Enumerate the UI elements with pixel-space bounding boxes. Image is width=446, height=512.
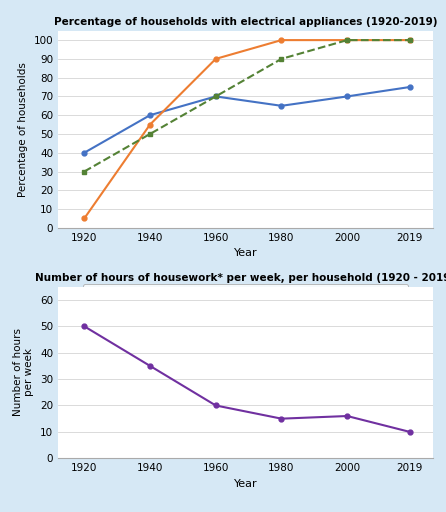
Legend: Washing machine, Refrigerator, Vacuum cleaner: Washing machine, Refrigerator, Vacuum cl… — [83, 284, 408, 304]
Vacuum cleaner — [407, 37, 412, 43]
Hours per week — [407, 429, 412, 435]
Vacuum cleaner — [82, 168, 87, 175]
Washing machine — [279, 103, 284, 109]
Line: Vacuum cleaner: Vacuum cleaner — [82, 38, 412, 174]
Line: Hours per week: Hours per week — [82, 324, 412, 434]
Hours per week — [279, 416, 284, 422]
Title: Percentage of households with electrical appliances (1920-2019): Percentage of households with electrical… — [54, 17, 437, 27]
Hours per week — [213, 402, 219, 409]
Washing machine — [213, 93, 219, 99]
Vacuum cleaner — [213, 93, 219, 99]
Washing machine — [82, 150, 87, 156]
Refrigerator — [279, 37, 284, 43]
Vacuum cleaner — [279, 56, 284, 62]
Line: Washing machine: Washing machine — [82, 84, 412, 155]
Refrigerator — [213, 56, 219, 62]
Washing machine — [344, 93, 350, 99]
Line: Refrigerator: Refrigerator — [82, 38, 412, 221]
Hours per week — [147, 363, 153, 369]
Vacuum cleaner — [147, 131, 153, 137]
Vacuum cleaner — [344, 37, 350, 43]
Washing machine — [147, 112, 153, 118]
Hours per week — [344, 413, 350, 419]
X-axis label: Year: Year — [234, 248, 257, 258]
Y-axis label: Number of hours
per week: Number of hours per week — [13, 329, 34, 416]
Washing machine — [407, 84, 412, 90]
Refrigerator — [344, 37, 350, 43]
Refrigerator — [407, 37, 412, 43]
Refrigerator — [147, 121, 153, 127]
Hours per week — [82, 323, 87, 329]
Title: Number of hours of housework* per week, per household (1920 - 2019): Number of hours of housework* per week, … — [35, 273, 446, 283]
X-axis label: Year: Year — [234, 479, 257, 488]
Refrigerator — [82, 216, 87, 222]
Y-axis label: Percentage of households: Percentage of households — [18, 62, 28, 197]
